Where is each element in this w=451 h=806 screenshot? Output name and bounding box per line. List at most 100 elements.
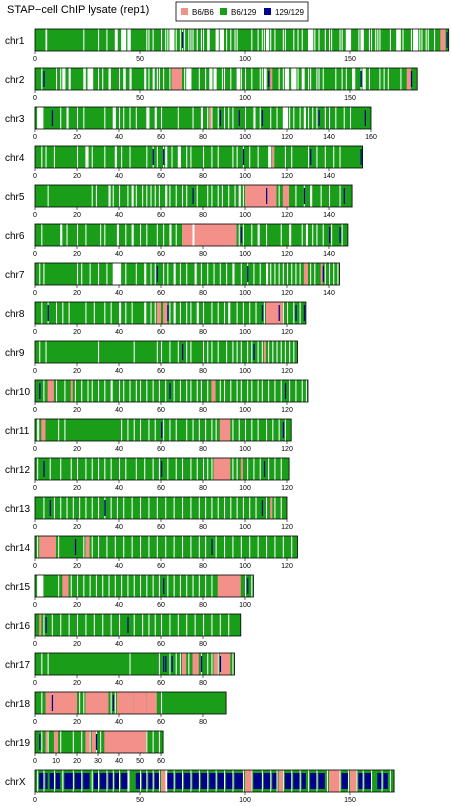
segment-no-call — [49, 458, 51, 480]
segment-no-call — [110, 497, 112, 519]
segment-no-call — [186, 185, 188, 207]
tick-label: 20 — [73, 134, 81, 141]
chromosome-frame — [34, 730, 164, 754]
segment-no-call — [232, 263, 235, 285]
segment-no-call — [272, 419, 274, 441]
segment-no-call — [110, 614, 112, 636]
segment-no-call — [320, 185, 322, 207]
tick-label: 40 — [115, 407, 123, 414]
tick-label: 60 — [157, 212, 165, 219]
segment-no-call — [318, 68, 320, 90]
segment-no-call — [81, 380, 83, 402]
segment-no-call — [58, 575, 60, 597]
segment-no-call — [291, 263, 293, 285]
segment-no-call — [53, 497, 55, 519]
segment-no-call — [53, 770, 55, 792]
tick-label: 40 — [115, 290, 123, 297]
segment-no-call — [217, 653, 219, 675]
segment-no-call — [247, 380, 249, 402]
segment-b6-b6 — [209, 107, 212, 129]
segment-129-129 — [240, 227, 243, 243]
segment-no-call — [263, 302, 265, 324]
segment-no-call — [53, 146, 55, 168]
segment-no-call — [274, 380, 276, 402]
segment-no-call — [148, 614, 150, 636]
segment-no-call — [259, 263, 261, 285]
segment-no-call — [173, 536, 175, 558]
segment-no-call — [104, 146, 106, 168]
segment-no-call — [60, 458, 62, 480]
segment-no-call — [186, 614, 188, 636]
tick-label: 20 — [73, 212, 81, 219]
segment-no-call — [324, 29, 326, 51]
segment-no-call — [146, 107, 150, 129]
chromosome-row-chr2: chr2 0 50 100 150 — [5, 67, 418, 102]
legend-box — [175, 1, 309, 22]
tick-label: 50 — [136, 56, 144, 63]
tick-label: 0 — [33, 368, 37, 375]
segment-no-call — [266, 497, 268, 519]
segment-no-call — [83, 68, 86, 90]
tick-label: 120 — [281, 446, 293, 453]
segment-no-call — [156, 68, 158, 90]
segment-no-call — [270, 770, 272, 792]
tick-label: 40 — [115, 251, 123, 258]
segment-no-call — [152, 575, 154, 597]
segment-no-call — [282, 536, 284, 558]
segment-no-call — [150, 263, 152, 285]
segment-no-call — [165, 380, 167, 402]
segment-no-call — [301, 224, 303, 246]
segment-no-call — [280, 224, 282, 246]
segment-no-call — [45, 146, 47, 168]
segment-no-call — [104, 302, 106, 324]
segment-no-call — [45, 29, 48, 51]
segment-no-call — [255, 497, 257, 519]
segment-no-call — [165, 536, 167, 558]
segment-129-129 — [163, 578, 165, 594]
segment-b6-b6 — [303, 263, 308, 285]
segment-no-call — [91, 146, 93, 168]
segment-b6-b6 — [41, 419, 46, 441]
segment-no-call — [190, 458, 192, 480]
segment-no-call — [289, 107, 291, 129]
tick-label: 0 — [33, 680, 37, 687]
tick-label: 40 — [115, 680, 123, 687]
chromosome-row-chr8: chr8 0 20 40 60 80 100 120 — [5, 301, 307, 336]
segment-no-call — [135, 380, 137, 402]
segment-no-call — [79, 497, 81, 519]
segment-no-call — [211, 419, 213, 441]
segment-b6-b6 — [320, 263, 323, 285]
segment-no-call — [66, 224, 68, 246]
segment-no-call — [133, 575, 135, 597]
tick-label: 20 — [73, 173, 81, 180]
segment-no-call — [301, 29, 303, 51]
segment-129-129 — [318, 773, 325, 789]
segment-no-call — [98, 68, 100, 90]
segment-no-call — [341, 29, 343, 51]
segment-no-call — [177, 146, 181, 168]
segment-no-call — [383, 68, 385, 90]
segment-no-call — [312, 107, 314, 129]
segment-no-call — [110, 692, 112, 714]
segment-no-call — [112, 107, 116, 129]
segment-b6-b6 — [85, 536, 90, 558]
segment-no-call — [45, 341, 47, 363]
chromosome-label: chr9 — [5, 348, 25, 359]
segment-129-129 — [108, 773, 113, 789]
chromosome-label: chr19 — [5, 738, 30, 749]
segment-no-call — [60, 497, 62, 519]
segment-no-call — [335, 68, 337, 90]
tick-label: 40 — [115, 563, 123, 570]
segment-no-call — [278, 185, 280, 207]
segment-no-call — [297, 29, 299, 51]
tick-label: 120 — [281, 368, 293, 375]
segment-no-call — [175, 185, 177, 207]
tick-label: 0 — [33, 797, 37, 804]
legend-label-b6129: B6/129 — [231, 8, 257, 17]
segment-no-call — [211, 302, 213, 324]
segment-no-call — [274, 458, 276, 480]
segment-no-call — [161, 692, 163, 714]
segment-129-129 — [51, 695, 54, 711]
segment-no-call — [140, 419, 142, 441]
